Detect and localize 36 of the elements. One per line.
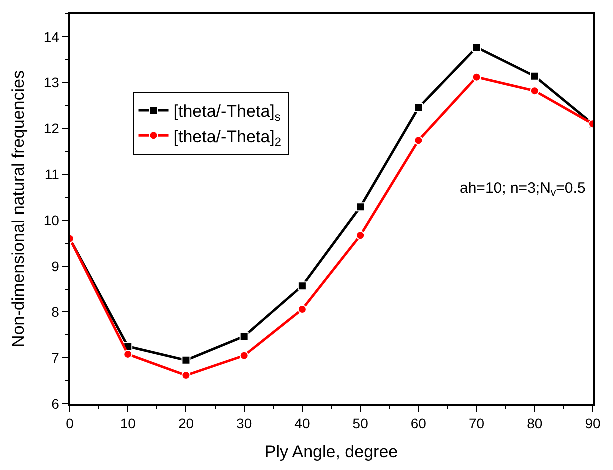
y-tick-label: 12 [44, 120, 60, 137]
point [472, 72, 482, 82]
x-tick-label: 80 [527, 416, 543, 432]
point [298, 304, 307, 314]
y-tick-label: 7 [52, 350, 60, 366]
x-tick-label: 0 [66, 416, 74, 432]
legend-label: [theta/-Theta]$_{2}$ [174, 127, 282, 149]
annotation: ah=10; n=3;N$_{v}$=0.5 [460, 180, 586, 200]
y-tick-label: 13 [44, 74, 60, 91]
point [530, 86, 540, 96]
x-tick-label: 60 [410, 416, 427, 432]
point [356, 202, 366, 212]
point [182, 356, 191, 365]
x-axis-title: Ply Angle, degree [264, 442, 398, 462]
point [530, 72, 540, 81]
y-tick-label: 8 [52, 304, 60, 320]
x-tick-label: 30 [236, 416, 252, 432]
x-tick-label: 70 [468, 416, 485, 432]
y-tick-label: 9 [52, 258, 60, 274]
point [240, 351, 249, 360]
point [414, 104, 424, 113]
x-tick-label: 50 [352, 416, 369, 432]
y-tick-label: 10 [44, 212, 60, 228]
point [298, 282, 307, 291]
x-tick-label: 40 [294, 416, 310, 432]
y-tick-label: 14 [44, 28, 60, 45]
y-tick-label: 6 [52, 396, 60, 412]
y-axis-title: Non-dimensional natural frequencies [8, 70, 28, 348]
x-tick-label: 10 [120, 416, 136, 432]
point [356, 231, 366, 240]
x-tick-label: 90 [585, 416, 601, 432]
y-tick-label: 11 [44, 166, 60, 182]
x-tick-label: 20 [178, 416, 194, 432]
point [414, 136, 424, 146]
legend-label: [theta/-Theta]$_{s}$ [174, 102, 281, 124]
point [124, 350, 133, 359]
